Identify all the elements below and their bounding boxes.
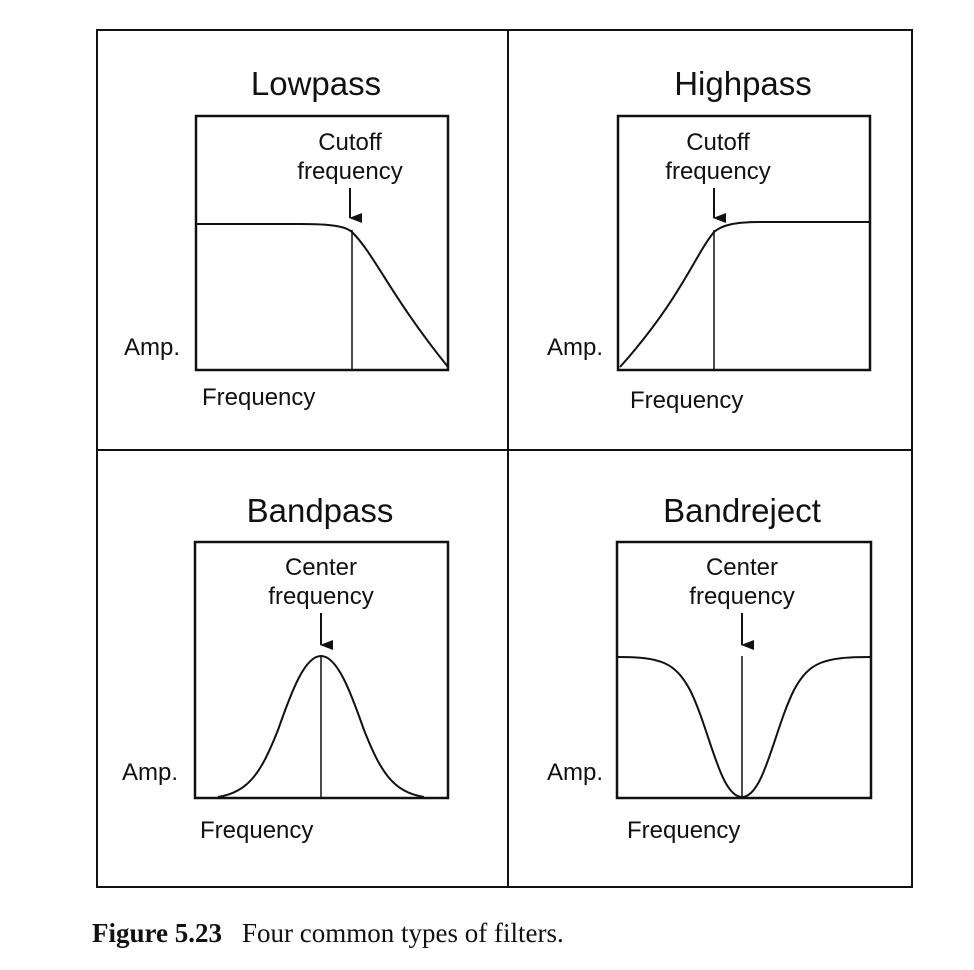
bandpass-panel: Bandpass Center frequency Amp. Frequency: [122, 492, 450, 844]
highpass-title: Highpass: [674, 65, 812, 102]
bandpass-title: Bandpass: [247, 492, 394, 529]
highpass-x-label: Frequency: [630, 387, 743, 414]
bandpass-x-label: Frequency: [200, 817, 313, 844]
bandpass-marker-label-line1: Center: [285, 554, 357, 581]
bandreject-marker-label-line2: frequency: [689, 583, 794, 610]
bandreject-panel: Bandreject Center frequency Amp. Frequen…: [547, 492, 873, 844]
figure-caption: Figure 5.23 Four common types of filters.: [92, 918, 564, 949]
bandpass-response-curve: [217, 654, 425, 798]
lowpass-response-curve: [196, 223, 449, 368]
highpass-panel: Highpass Cutoff frequency Amp. Frequency: [547, 65, 872, 414]
figure-number: Figure 5.23: [92, 918, 222, 948]
figure-frame: [96, 29, 913, 888]
highpass-marker-label-line2: frequency: [665, 158, 770, 185]
bandpass-marker-label-line2: frequency: [268, 583, 373, 610]
bandreject-y-label: Amp.: [547, 759, 603, 786]
bandreject-x-label: Frequency: [627, 817, 740, 844]
lowpass-y-label: Amp.: [124, 334, 180, 361]
bandreject-response-curve: [617, 656, 871, 799]
lowpass-plot-box: [194, 114, 450, 372]
lowpass-x-label: Frequency: [202, 384, 315, 411]
bandreject-title: Bandreject: [663, 492, 821, 529]
lowpass-panel: Lowpass Cutoff frequency Amp. Frequency: [124, 65, 450, 411]
lowpass-marker-label-line1: Cutoff: [318, 129, 382, 156]
lowpass-marker-label-line2: frequency: [297, 158, 402, 185]
lowpass-title: Lowpass: [251, 65, 381, 102]
highpass-marker-label-line1: Cutoff: [686, 129, 750, 156]
bandreject-marker-label-line1: Center: [706, 554, 778, 581]
bandreject-plot-box: [615, 540, 873, 800]
bandpass-y-label: Amp.: [122, 759, 178, 786]
highpass-y-label: Amp.: [547, 334, 603, 361]
highpass-plot-box: [616, 114, 872, 372]
figure-caption-text: Four common types of filters.: [242, 918, 564, 948]
highpass-response-curve: [619, 221, 870, 368]
